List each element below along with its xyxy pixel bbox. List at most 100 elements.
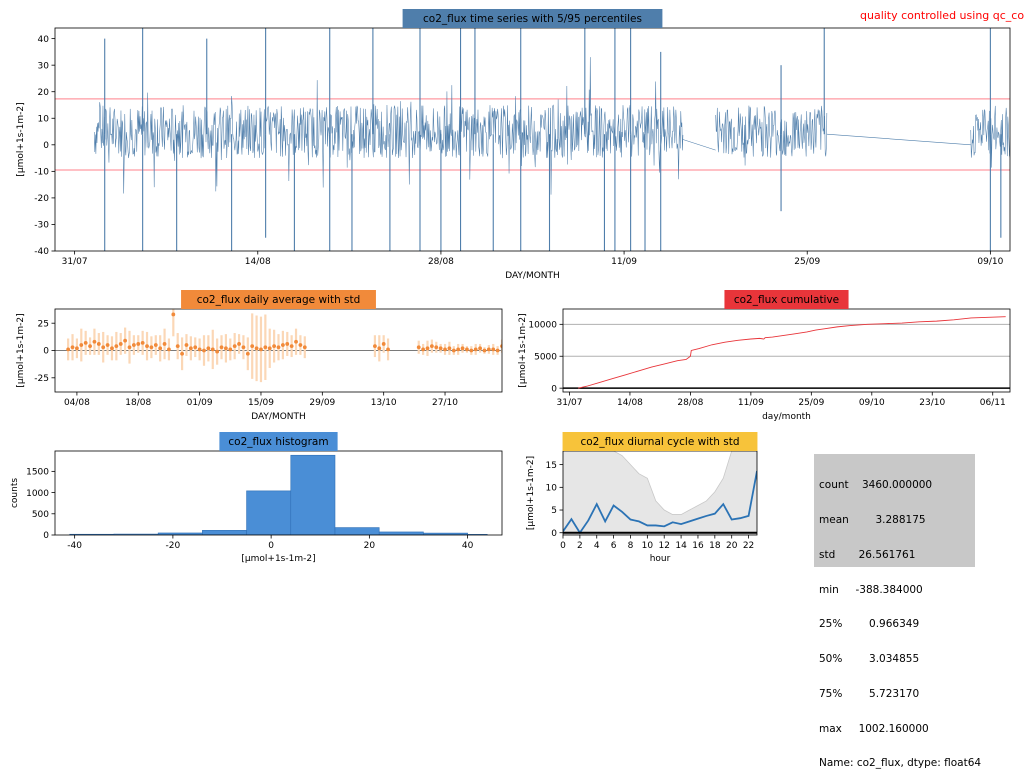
daily-point — [289, 344, 294, 349]
stats-line: 50% 3.034855 — [819, 653, 920, 666]
daily-point — [188, 346, 193, 351]
stats-line: min -388.384000 — [819, 583, 923, 596]
daily-point — [184, 343, 189, 347]
cumulative-x-tick-label: 31/07 — [557, 398, 583, 408]
histogram-bar — [378, 531, 424, 535]
histogram-bar — [202, 530, 247, 535]
daily-point — [272, 344, 277, 349]
histogram-y-tick-label: 1000 — [26, 489, 49, 499]
timeseries-gap-line — [682, 139, 716, 151]
daily-point — [495, 348, 500, 353]
cumulative-title-box — [724, 290, 849, 309]
summary-stats-box: count 3460.000000 mean 3.288175 std 26.5… — [814, 454, 981, 769]
daily-point — [237, 342, 241, 346]
diurnal-y-tick-label: 10 — [546, 484, 558, 494]
histogram-x-tick-label: 40 — [462, 541, 474, 551]
cumulative-x-tick-label: 09/10 — [859, 398, 885, 408]
timeseries-x-tick-label: 14/08 — [245, 257, 271, 267]
daily-point — [438, 346, 443, 351]
daily-point — [491, 347, 496, 352]
cumulative-plot-area — [563, 316, 1010, 389]
diurnal-x-tick-label: 0 — [560, 541, 566, 551]
cumulative-chart-title: co2_flux cumulative — [734, 294, 839, 306]
timeseries-x-tick-label: 25/09 — [794, 257, 820, 267]
daily-point — [127, 345, 132, 350]
daily-point — [263, 345, 268, 350]
daily-point — [294, 339, 298, 344]
daily-point — [473, 347, 478, 352]
diurnal-x-tick-label: 2 — [577, 541, 583, 551]
timeseries-y-tick-label: 30 — [38, 61, 50, 71]
diurnal-x-axis-label: hour — [650, 554, 671, 564]
daily-y-tick-label: -25 — [34, 374, 49, 384]
daily-point — [79, 343, 84, 347]
daily-point — [202, 348, 206, 353]
daily-point — [241, 345, 246, 350]
daily-point — [245, 351, 250, 356]
daily-point — [123, 338, 128, 343]
daily-point — [232, 344, 237, 349]
cumulative-x-tick-label: 11/09 — [738, 398, 764, 408]
daily-x-tick-label: 15/09 — [248, 398, 274, 408]
daily-point — [381, 342, 386, 346]
daily-point — [228, 347, 233, 352]
daily-point — [197, 347, 202, 352]
daily-point — [302, 345, 307, 350]
timeseries-y-tick-label: -40 — [34, 247, 49, 257]
daily-point — [66, 347, 71, 352]
daily-point — [416, 345, 421, 350]
cumulative-x-tick-label: 06/11 — [980, 398, 1006, 408]
diurnal-y-tick-label: 15 — [546, 461, 557, 471]
timeseries-y-tick-label: -30 — [34, 221, 49, 231]
daily-point — [280, 343, 285, 347]
daily-point — [465, 347, 469, 352]
daily-point — [482, 348, 487, 353]
histogram-bar — [290, 454, 336, 535]
daily-point — [158, 346, 163, 351]
timeseries-gap-line — [826, 133, 971, 146]
cumulative-y-tick-label: 5000 — [534, 352, 557, 362]
diurnal-x-tick-label: 14 — [675, 541, 687, 551]
cumulative-series-line — [578, 316, 1006, 389]
histogram-x-tick-label: -40 — [67, 541, 82, 551]
timeseries-title-box — [402, 9, 663, 28]
diurnal-x-tick-label: 6 — [611, 541, 617, 551]
timeseries-x-tick-label: 28/08 — [428, 257, 454, 267]
histogram-y-axis-label: counts — [10, 478, 20, 508]
histogram-y-tick-label: 0 — [43, 531, 49, 541]
stats-line: 25% 0.966349 — [819, 618, 920, 631]
timeseries-x-tick-label: 09/10 — [977, 257, 1003, 267]
timeseries-plot-area — [55, 28, 1010, 251]
daily-x-axis-label: DAY/MONTH — [251, 412, 306, 422]
timeseries-y-tick-label: 10 — [38, 114, 50, 124]
daily-point — [75, 346, 79, 351]
daily-point — [140, 340, 145, 345]
daily-point — [377, 346, 382, 351]
histogram-bar — [246, 490, 292, 535]
daily-point — [386, 347, 390, 352]
daily-y-tick-label: 0 — [43, 347, 49, 357]
daily-x-tick-label: 13/10 — [371, 398, 397, 408]
daily-point — [118, 342, 123, 346]
daily-point — [88, 344, 92, 349]
daily-point — [443, 347, 447, 352]
daily-title-box — [181, 290, 376, 309]
daily-x-tick-label: 29/09 — [309, 398, 335, 408]
daily-point — [434, 345, 439, 350]
stats-line: max 1002.160000 — [819, 722, 929, 735]
timeseries-y-tick-label: -10 — [34, 168, 49, 178]
cumulative-axes-frame — [562, 308, 1011, 393]
diurnal-x-tick-label: 12 — [658, 541, 669, 551]
stats-line: 75% 5.723170 — [819, 687, 920, 700]
daily-point — [171, 312, 176, 317]
diurnal-series-line — [563, 470, 757, 535]
daily-point — [153, 343, 158, 347]
diurnal-title-box — [562, 432, 758, 451]
histogram-x-axis-label: [µmol+1s-1m-2] — [241, 554, 315, 564]
daily-point — [219, 345, 224, 350]
daily-point — [500, 344, 502, 349]
timeseries-y-tick-label: 40 — [38, 35, 50, 45]
daily-point — [460, 346, 465, 351]
daily-point — [210, 347, 215, 352]
daily-y-tick-label: 25 — [38, 319, 49, 329]
